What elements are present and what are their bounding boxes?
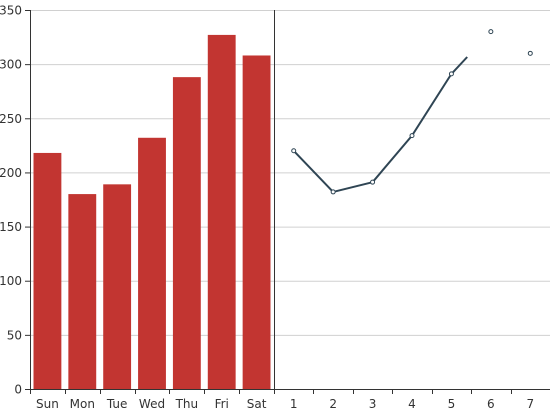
bar (68, 194, 97, 389)
bar (138, 137, 166, 389)
y-tick-label: 0 (14, 383, 22, 397)
data-point (330, 189, 336, 195)
x-tick-label: 4 (408, 397, 416, 411)
x-tick-label: Tue (106, 397, 128, 411)
x-tick-label: 6 (487, 397, 495, 411)
x-tick-label: 2 (329, 397, 337, 411)
x-tick-label: Fri (215, 397, 229, 411)
bar (242, 55, 271, 389)
x-tick-label: Sun (36, 397, 59, 411)
data-point (488, 29, 494, 35)
bar-series (33, 34, 271, 390)
x-tick-label: Thu (175, 397, 199, 411)
bar (172, 77, 201, 389)
x-tick-label: 5 (448, 397, 456, 411)
y-tick-label: 50 (7, 328, 22, 342)
bar (207, 34, 236, 390)
data-point (370, 179, 376, 185)
bar (33, 152, 62, 389)
x-tick-label: Wed (139, 397, 165, 411)
x-tick-label: Mon (70, 397, 95, 411)
bar (103, 184, 132, 389)
y-tick-label: 300 (0, 58, 22, 72)
data-point (527, 50, 533, 56)
y-tick-label: 150 (0, 220, 22, 234)
axes (25, 10, 550, 394)
series-line (292, 56, 468, 193)
y-tick-label: 350 (0, 4, 22, 18)
data-point (409, 133, 415, 139)
x-tick-label: Sat (247, 397, 267, 411)
y-tick-label: 250 (0, 112, 22, 126)
data-point (448, 71, 454, 77)
x-tick-label: 7 (526, 397, 534, 411)
x-tick-label: 1 (290, 397, 298, 411)
y-tick-label: 100 (0, 274, 22, 288)
data-point (291, 148, 297, 154)
tick-labels: 0 50 100 150 200 250 300 350 Sun Mon Tue Wed Thu Fri S… (0, 4, 534, 412)
x-tick-label: 3 (369, 397, 377, 411)
line-series (291, 29, 533, 195)
y-tick-label: 200 (0, 166, 22, 180)
